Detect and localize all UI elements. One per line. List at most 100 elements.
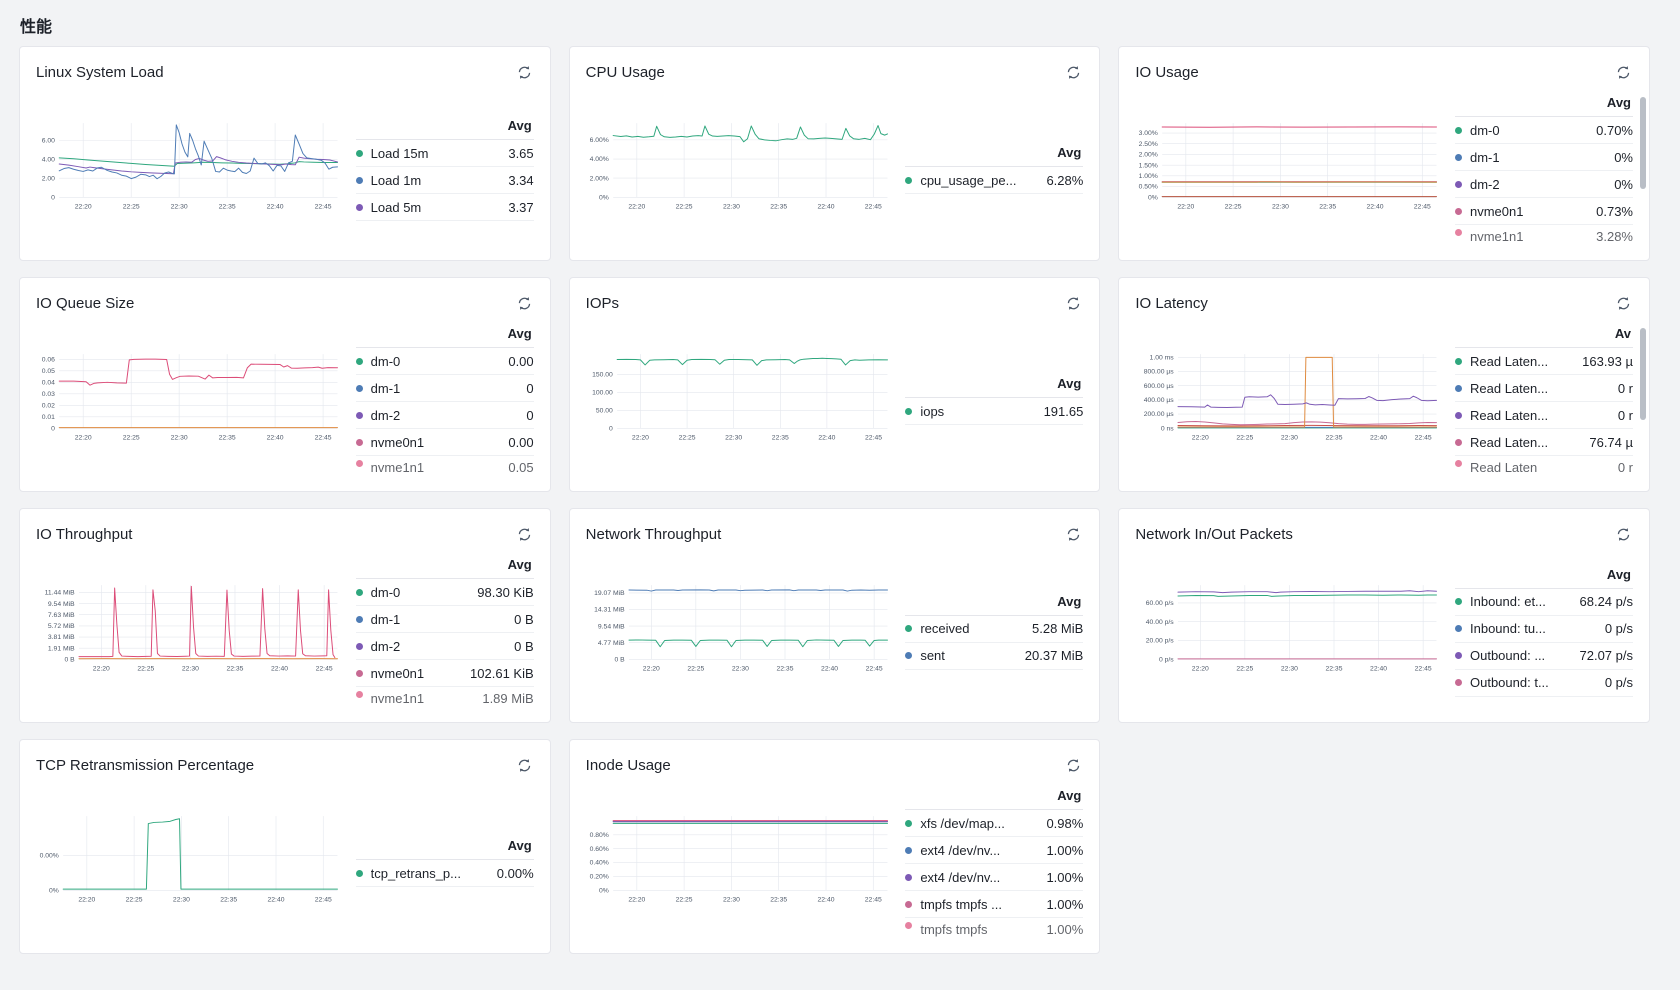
legend-row[interactable]: iops 191.65 <box>905 398 1084 425</box>
legend-avg-header: Avg <box>905 140 1084 167</box>
svg-text:400.00 µs: 400.00 µs <box>1144 397 1175 404</box>
chart[interactable]: 22:20 22:25 22:30 22:35 22:40 22:45 150.00 100.… <box>586 321 894 475</box>
chart[interactable]: 22:20 22:25 22:30 22:35 22:40 22:45 60.00 p/s 4… <box>1135 552 1443 706</box>
legend-row[interactable]: dm-2 0 B <box>355 633 534 660</box>
legend-row[interactable]: dm-0 98.30 KiB <box>355 579 534 606</box>
chart[interactable]: 22:20 22:25 22:30 22:35 22:40 22:45 0.00% 0% <box>36 783 344 937</box>
legend-row[interactable]: ext4 /dev/nv... 1.00% <box>905 864 1084 891</box>
refresh-button[interactable] <box>1614 63 1633 82</box>
series-name: dm-0 <box>370 353 401 369</box>
legend-row[interactable]: Load 1m 3.34 <box>355 167 534 194</box>
legend: Avg Inbound: et... 68.24 p/s Inbound: tu… <box>1455 562 1633 697</box>
refresh-button[interactable] <box>515 294 534 313</box>
legend-row[interactable]: cpu_usage_pe... 6.28% <box>905 167 1084 194</box>
panel-body: 22:20 22:25 22:30 22:35 22:40 22:45 0.06 0.05 0.… <box>36 319 534 477</box>
refresh-icon <box>517 296 532 314</box>
chart[interactable]: 22:20 22:25 22:30 22:35 22:40 22:45 19.07 MiB 1… <box>586 552 894 706</box>
legend-row[interactable]: dm-1 0% <box>1455 144 1633 171</box>
refresh-button[interactable] <box>515 756 534 775</box>
refresh-button[interactable] <box>1064 63 1083 82</box>
series-color-dot <box>355 642 363 650</box>
legend-row[interactable]: dm-2 0% <box>1455 171 1633 198</box>
legend-row[interactable]: Read Laten... 0 r <box>1455 375 1633 402</box>
series-name: ext4 /dev/nv... <box>920 869 1001 885</box>
legend-row[interactable]: dm-1 0 B <box>355 606 534 633</box>
svg-text:50.00: 50.00 <box>595 407 612 414</box>
svg-text:0.03: 0.03 <box>42 391 55 398</box>
series-name: nvme1n1 <box>1470 229 1524 244</box>
legend-rows: cpu_usage_pe... 6.28% <box>905 167 1084 194</box>
svg-text:6.00: 6.00 <box>42 137 55 144</box>
legend-row[interactable]: tcp_retrans_p... 0.00% <box>355 860 534 887</box>
series-avg-value: 0 r <box>1617 460 1633 475</box>
refresh-button[interactable] <box>1064 756 1083 775</box>
legend-row[interactable]: Read Laten... 76.74 µ <box>1455 429 1633 456</box>
series-color-dot <box>355 203 363 211</box>
svg-text:22:30: 22:30 <box>1281 665 1298 672</box>
series-name: Load 1m <box>370 172 422 188</box>
series-avg-value: 0 <box>526 407 534 423</box>
legend-row[interactable]: received 5.28 MiB <box>905 616 1084 643</box>
svg-text:22:30: 22:30 <box>173 896 190 903</box>
series-color-dot <box>1455 153 1462 161</box>
series-name: tmpfs tmpfs <box>920 922 988 937</box>
legend-row[interactable]: xfs /dev/map... 0.98% <box>905 810 1084 837</box>
svg-text:22:20: 22:20 <box>642 665 659 672</box>
legend-row[interactable]: dm-1 0 <box>355 375 534 402</box>
chart[interactable]: 22:20 22:25 22:30 22:35 22:40 22:45 1.00 ms 800… <box>1135 321 1443 475</box>
legend-row[interactable]: Inbound: et... 68.24 p/s <box>1455 589 1633 616</box>
svg-text:22:20: 22:20 <box>1192 665 1209 672</box>
legend-row[interactable]: dm-2 0 <box>355 402 534 429</box>
chart[interactable]: 22:20 22:25 22:30 22:35 22:40 22:45 6.00 4.00 2.… <box>36 90 344 244</box>
legend-row[interactable]: Outbound: t... 0 p/s <box>1455 670 1633 697</box>
legend-row[interactable]: nvme1n1 0.05 <box>355 456 534 475</box>
chart[interactable]: 22:20 22:25 22:30 22:35 22:40 22:45 6.00% 4.00%… <box>586 90 894 244</box>
refresh-button[interactable] <box>515 525 534 544</box>
refresh-button[interactable] <box>1614 525 1633 544</box>
svg-text:0%: 0% <box>49 887 59 894</box>
legend-row[interactable]: nvme0n1 102.61 KiB <box>355 660 534 687</box>
svg-text:22:30: 22:30 <box>171 203 188 210</box>
legend-row[interactable]: Read Laten... 0 r <box>1455 402 1633 429</box>
legend-row[interactable]: Load 15m 3.65 <box>355 140 534 167</box>
series-name: cpu_usage_pe... <box>920 172 1017 188</box>
legend-row[interactable]: nvme0n1 0.73% <box>1455 198 1633 225</box>
svg-text:22:20: 22:20 <box>632 434 649 441</box>
legend: Av Read Laten... 163.93 µ Read Laten... … <box>1455 321 1633 475</box>
panel-body: 22:20 22:25 22:30 22:35 22:40 22:45 60.00 p/s 4… <box>1135 550 1633 708</box>
legend-row[interactable]: nvme1n1 3.28% <box>1455 225 1633 244</box>
legend-row[interactable]: Outbound: ... 72.07 p/s <box>1455 643 1633 670</box>
svg-text:2.00: 2.00 <box>42 175 55 182</box>
legend-scrollbar[interactable] <box>1640 97 1646 189</box>
legend-row[interactable]: sent 20.37 MiB <box>905 643 1084 670</box>
chart[interactable]: 22:20 22:25 22:30 22:35 22:40 22:45 0.80% 0.60%… <box>586 783 894 937</box>
series-name: nvme0n1 <box>1470 203 1524 219</box>
refresh-button[interactable] <box>1064 525 1083 544</box>
legend-row[interactable]: tmpfs tmpfs 1.00% <box>905 918 1083 937</box>
refresh-button[interactable] <box>515 63 534 82</box>
legend-row[interactable]: Read Laten 0 r <box>1455 456 1633 475</box>
legend-row[interactable]: Read Laten... 163.93 µ <box>1455 348 1633 375</box>
legend-scrollbar[interactable] <box>1640 328 1646 420</box>
legend-avg-header: Avg <box>905 589 1084 616</box>
legend-row[interactable]: tmpfs tmpfs ... 1.00% <box>905 891 1084 918</box>
series-color-dot <box>1455 229 1462 236</box>
chart[interactable]: 22:20 22:25 22:30 22:35 22:40 22:45 3.00% 2.50%… <box>1135 90 1443 244</box>
legend-row[interactable]: Inbound: tu... 0 p/s <box>1455 616 1633 643</box>
series-name: Load 15m <box>370 145 429 161</box>
series-name: dm-2 <box>1470 176 1500 192</box>
chart[interactable]: 22:20 22:25 22:30 22:35 22:40 22:45 0.06 0.05 0.… <box>36 321 344 475</box>
refresh-button[interactable] <box>1614 294 1633 313</box>
svg-text:22:35: 22:35 <box>1326 665 1343 672</box>
legend-row[interactable]: nvme1n1 1.89 MiB <box>355 687 534 706</box>
refresh-button[interactable] <box>1064 294 1083 313</box>
svg-text:1.91 MiB: 1.91 MiB <box>48 645 75 652</box>
legend-row[interactable]: dm-0 0.00 <box>355 348 534 375</box>
legend-row[interactable]: Load 5m 3.37 <box>355 194 534 221</box>
legend-row[interactable]: ext4 /dev/nv... 1.00% <box>905 837 1084 864</box>
legend-row[interactable]: dm-0 0.70% <box>1455 117 1633 144</box>
chart[interactable]: 22:20 22:25 22:30 22:35 22:40 22:45 11.44 MiB 9… <box>36 552 344 706</box>
series-name: dm-2 <box>370 638 401 654</box>
legend-row[interactable]: nvme0n1 0.00 <box>355 429 534 456</box>
svg-text:22:45: 22:45 <box>865 665 882 672</box>
